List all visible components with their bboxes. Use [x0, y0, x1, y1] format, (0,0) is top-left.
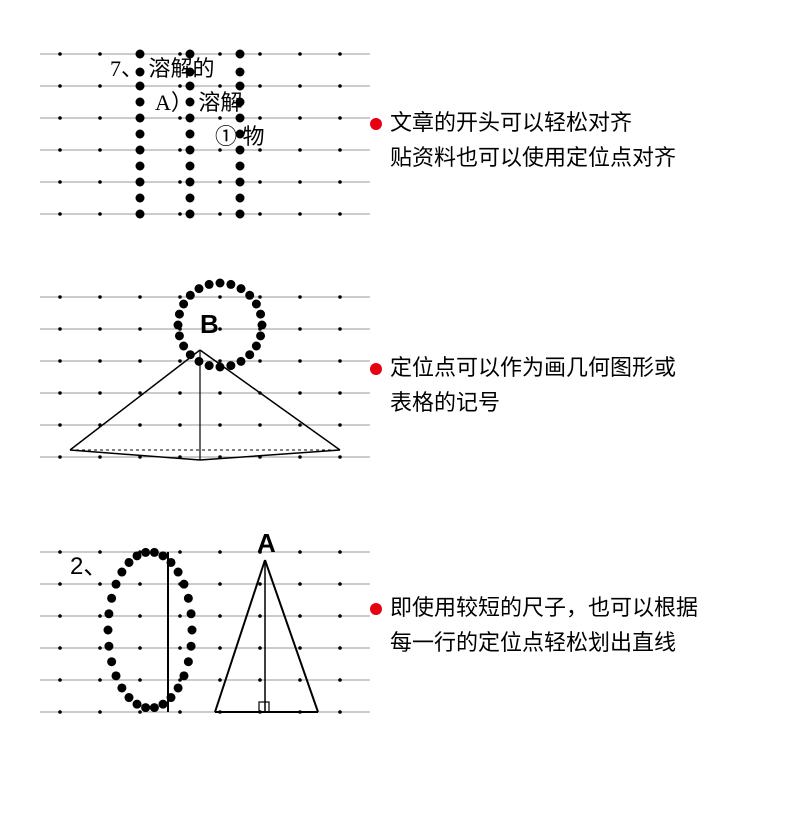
- svg-text:A） 溶解: A） 溶解: [155, 90, 242, 115]
- panel2-text: 定位点可以作为画几何图形或 表格的记号: [370, 350, 676, 420]
- bullet-icon: [370, 603, 382, 615]
- panel3-desc2: 每一行的定位点轻松划出直线: [390, 630, 676, 655]
- panel2-desc2: 表格的记号: [390, 390, 500, 415]
- panel2-desc1: 定位点可以作为画几何图形或: [390, 355, 676, 380]
- panel3-text: 即使用较短的尺子，也可以根据 每一行的定位点轻松划出直线: [370, 590, 698, 660]
- panel3-desc1: 即使用较短的尺子，也可以根据: [390, 595, 698, 620]
- bullet-icon: [370, 118, 382, 130]
- panel1-diagram: 7、 溶解的 A） 溶解 ① 物: [40, 30, 370, 235]
- panel1-desc2: 贴资料也可以使用定位点对齐: [390, 145, 676, 170]
- bullet-icon: [370, 363, 382, 375]
- panel3-diagram: 2、 A: [40, 530, 370, 745]
- svg-text:7、 溶解的: 7、 溶解的: [110, 56, 215, 81]
- svg-text:2、: 2、: [70, 553, 107, 580]
- svg-text:B: B: [200, 309, 219, 339]
- panel2-diagram: B: [40, 275, 370, 490]
- svg-text:① 物: ① 物: [215, 124, 265, 149]
- panel1-text: 文章的开头可以轻松对齐 贴资料也可以使用定位点对齐: [370, 105, 676, 175]
- panel1-desc1: 文章的开头可以轻松对齐: [390, 110, 632, 135]
- svg-text:A: A: [257, 530, 276, 558]
